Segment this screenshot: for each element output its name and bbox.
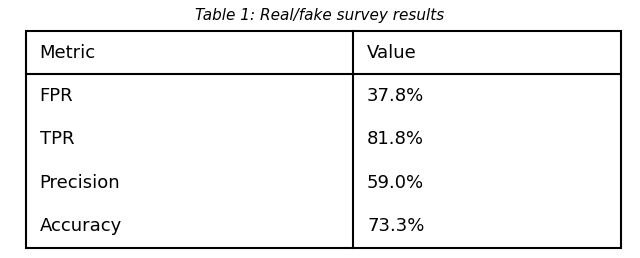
Text: FPR: FPR	[40, 87, 74, 105]
Text: Table 1: Real/fake survey results: Table 1: Real/fake survey results	[195, 8, 445, 23]
Text: Accuracy: Accuracy	[40, 217, 122, 235]
Text: 37.8%: 37.8%	[367, 87, 424, 105]
Text: 59.0%: 59.0%	[367, 174, 424, 192]
Text: Precision: Precision	[40, 174, 120, 192]
Text: Value: Value	[367, 44, 417, 62]
Text: Metric: Metric	[40, 44, 96, 62]
Text: 73.3%: 73.3%	[367, 217, 424, 235]
Text: TPR: TPR	[40, 130, 74, 148]
Text: 81.8%: 81.8%	[367, 130, 424, 148]
